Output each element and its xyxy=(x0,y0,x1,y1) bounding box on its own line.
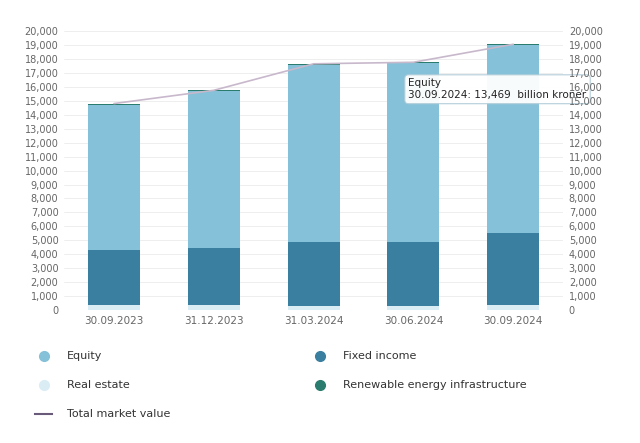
Text: Renewable energy infrastructure: Renewable energy infrastructure xyxy=(343,380,527,390)
Bar xyxy=(387,241,440,307)
Bar xyxy=(487,44,540,45)
Bar xyxy=(188,248,240,305)
Bar xyxy=(88,305,140,310)
Bar xyxy=(287,65,340,242)
Bar xyxy=(387,307,440,310)
Bar xyxy=(88,104,140,105)
Bar xyxy=(387,62,440,63)
Bar xyxy=(487,45,540,233)
Text: Equity: Equity xyxy=(67,351,102,361)
Bar xyxy=(188,305,240,310)
Bar xyxy=(88,250,140,305)
Text: Total market value: Total market value xyxy=(67,409,170,419)
Bar xyxy=(188,90,240,91)
Text: Fixed income: Fixed income xyxy=(343,351,417,361)
Bar xyxy=(188,91,240,248)
Text: Equity
30.09.2024: 13,469  billion kroner: Equity 30.09.2024: 13,469 billion kroner xyxy=(408,78,587,100)
Bar xyxy=(487,233,540,305)
Bar xyxy=(287,242,340,306)
Bar xyxy=(287,64,340,65)
Bar xyxy=(387,63,440,241)
Text: Real estate: Real estate xyxy=(67,380,129,390)
Bar xyxy=(487,305,540,310)
Bar xyxy=(88,105,140,250)
Bar xyxy=(287,306,340,310)
